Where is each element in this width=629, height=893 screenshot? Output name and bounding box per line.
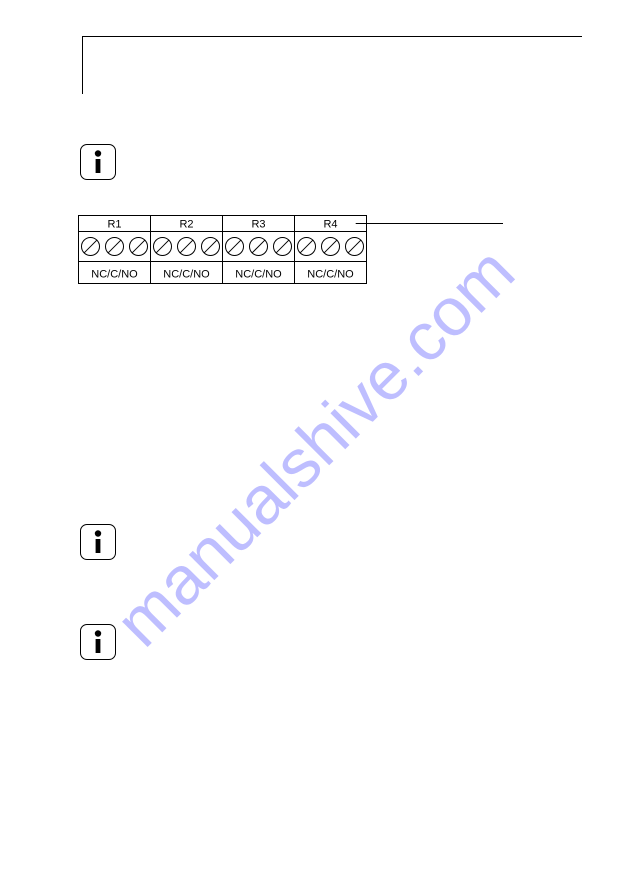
terminal-pin-label: NC/C/NO [307,269,354,281]
relay-terminal-block: R1 NC/C/NO R2 NC/C/NO R3 NC/C/NO R4 NC/C/NO [78,215,508,292]
screw-terminal [202,238,220,256]
terminal-block-svg: R1 NC/C/NO R2 NC/C/NO R3 NC/C/NO R4 NC/C/NO [78,215,508,287]
screw-terminal [130,238,148,256]
screw-terminal [82,238,100,256]
page-border-left [82,36,83,94]
info-icon [80,144,116,180]
terminal-pin-label: NC/C/NO [235,269,282,281]
terminal-pin-label: NC/C/NO [163,269,210,281]
terminal-pin-label: NC/C/NO [91,269,138,281]
screw-terminal [298,238,316,256]
terminal-group-label: R2 [179,219,193,231]
info-icon [80,524,116,560]
screw-terminal [274,238,292,256]
screw-terminal [106,238,124,256]
screw-terminal [322,238,340,256]
terminal-group-label: R4 [323,219,337,231]
info-glyph [93,630,103,654]
watermark: manualshive.com [100,232,529,661]
terminal-group-label: R1 [107,219,121,231]
page-border-top [82,36,582,37]
info-glyph [93,150,103,174]
info-glyph [93,530,103,554]
screw-terminal [346,238,364,256]
screw-terminal [250,238,268,256]
terminal-group-label: R3 [251,219,265,231]
screw-terminal [154,238,172,256]
info-icon [80,624,116,660]
screw-terminal [226,238,244,256]
screw-terminal [178,238,196,256]
